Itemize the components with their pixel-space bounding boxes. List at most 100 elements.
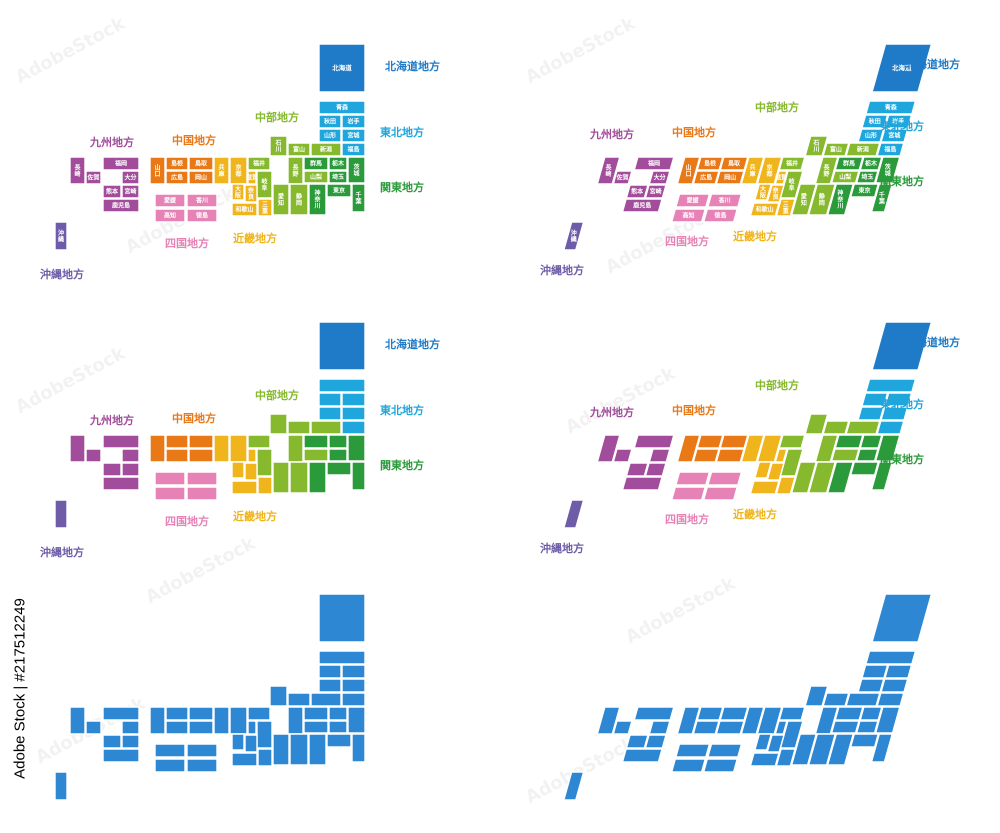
prefecture-shimane <box>165 706 189 721</box>
prefecture-okinawa <box>54 499 68 529</box>
prefecture-shape <box>326 183 352 198</box>
prefecture-hyogo <box>213 706 230 735</box>
prefecture-miyazaki <box>644 734 667 749</box>
prefecture-hyogo: 兵庫 <box>213 156 230 185</box>
prefecture-shape <box>308 461 327 494</box>
prefecture-label-okinawa: 沖縄 <box>571 229 577 244</box>
region-label-hokkaido: 北海道地方 <box>385 338 440 351</box>
prefecture-shape <box>272 461 290 494</box>
prefecture-shape <box>69 156 86 185</box>
prefecture-niigata <box>845 692 881 707</box>
prefecture-akita <box>861 664 889 679</box>
prefecture-label-nara: 奈良 <box>772 186 780 201</box>
prefecture-aomori <box>864 650 917 665</box>
prefecture-shape <box>188 706 214 721</box>
prefecture-label-oita: 大分 <box>124 174 136 182</box>
prefecture-shape <box>676 706 701 735</box>
prefecture-shape <box>830 448 860 462</box>
prefecture-shape <box>562 771 585 801</box>
prefecture-niigata <box>310 420 342 435</box>
prefecture-kyoto <box>756 434 783 463</box>
prefecture-shape <box>715 448 745 463</box>
prefecture-yamagata <box>857 678 885 693</box>
prefecture-kanagawa: 神奈川 <box>308 183 327 216</box>
prefecture-nagano <box>287 706 304 735</box>
prefecture-map <box>562 593 933 801</box>
prefecture-hiroshima <box>692 448 720 463</box>
prefecture-shape <box>857 128 885 143</box>
prefecture-shape <box>154 743 186 758</box>
prefecture-tottori <box>188 434 214 449</box>
prefecture-shape <box>807 183 837 216</box>
prefecture-label-hyogo: 兵庫 <box>218 163 224 178</box>
prefecture-label-kagawa: 香川 <box>195 197 208 205</box>
prefecture-yamagata <box>318 406 342 421</box>
prefecture-shape <box>303 156 329 171</box>
prefecture-gunma <box>834 434 864 449</box>
prefecture-shape <box>229 706 248 735</box>
prefecture-saga: 佐賀 <box>612 170 633 185</box>
prefecture-toyama <box>822 420 850 435</box>
prefecture-map <box>54 593 366 801</box>
prefecture-label-tokushima: 徳島 <box>195 212 208 220</box>
prefecture-kochi: 高知 <box>670 208 707 223</box>
prefecture-tottori <box>719 434 749 449</box>
prefecture-shape <box>692 448 720 463</box>
prefecture-shape <box>318 43 366 93</box>
prefecture-shape <box>269 685 288 707</box>
prefecture-osaka <box>753 461 773 479</box>
region-label-kyushu: 九州地方 <box>590 128 634 141</box>
prefecture-kagawa <box>186 743 218 758</box>
prefecture-kochi <box>154 486 186 501</box>
region-label-shikoku: 四国地方 <box>165 237 209 250</box>
prefecture-shape <box>864 100 917 115</box>
prefecture-aichi: 愛知 <box>272 183 290 216</box>
prefecture-label-kagoshima: 鹿児島 <box>632 202 651 210</box>
prefecture-shape <box>715 170 745 185</box>
prefecture-label-kochi: 高知 <box>164 212 176 220</box>
prefecture-yamanashi: 山梨 <box>830 170 860 184</box>
prefecture-shape <box>807 461 837 494</box>
prefecture-shape <box>102 184 122 199</box>
prefecture-shape <box>247 448 257 463</box>
prefecture-label-gunma: 群馬 <box>309 160 322 168</box>
prefecture-shape <box>562 499 585 529</box>
prefecture-shape <box>188 156 214 171</box>
region-label-kanto: 関東地方 <box>380 181 424 194</box>
prefecture-miyazaki: 宮崎 <box>121 184 140 199</box>
prefecture-label-shizuoka: 静岡 <box>296 192 302 207</box>
prefecture-label-saga: 佐賀 <box>616 174 629 182</box>
prefecture-shape <box>287 420 311 435</box>
prefecture-shape <box>845 420 881 435</box>
prefecture-shape <box>612 448 633 463</box>
prefecture-shape <box>289 183 309 216</box>
prefecture-fukuoka <box>633 706 675 721</box>
prefecture-shape <box>692 170 720 185</box>
prefecture-shape <box>341 420 366 435</box>
prefecture-ehime: 愛媛 <box>154 193 186 208</box>
prefecture-gunma <box>834 706 864 721</box>
prefecture-osaka: 大阪 <box>753 183 773 201</box>
prefecture-shizuoka <box>289 461 309 494</box>
prefecture-shape <box>165 720 189 735</box>
prefecture-shape <box>165 170 189 185</box>
prefecture-shape <box>318 664 342 679</box>
prefecture-kumamoto <box>102 462 122 477</box>
prefecture-shape <box>774 170 788 185</box>
prefecture-ehime <box>674 743 711 758</box>
prefecture-shape <box>861 114 889 129</box>
prefecture-shape <box>822 692 850 707</box>
prefecture-shape <box>269 413 288 435</box>
prefecture-shape <box>826 183 855 216</box>
prefecture-shape <box>625 184 649 199</box>
prefecture-shape <box>165 448 189 463</box>
prefecture-label-osaka: 大阪 <box>235 185 241 200</box>
prefecture-chiba: 千葉 <box>351 183 366 213</box>
prefecture-aichi <box>790 461 818 494</box>
prefecture-shape <box>213 156 230 185</box>
prefecture-niigata <box>845 420 881 435</box>
prefecture-shape <box>326 461 352 476</box>
prefecture-shape <box>871 593 933 643</box>
prefecture-wakayama: 和歌山 <box>231 202 258 217</box>
prefecture-label-miyagi: 宮城 <box>888 132 900 140</box>
